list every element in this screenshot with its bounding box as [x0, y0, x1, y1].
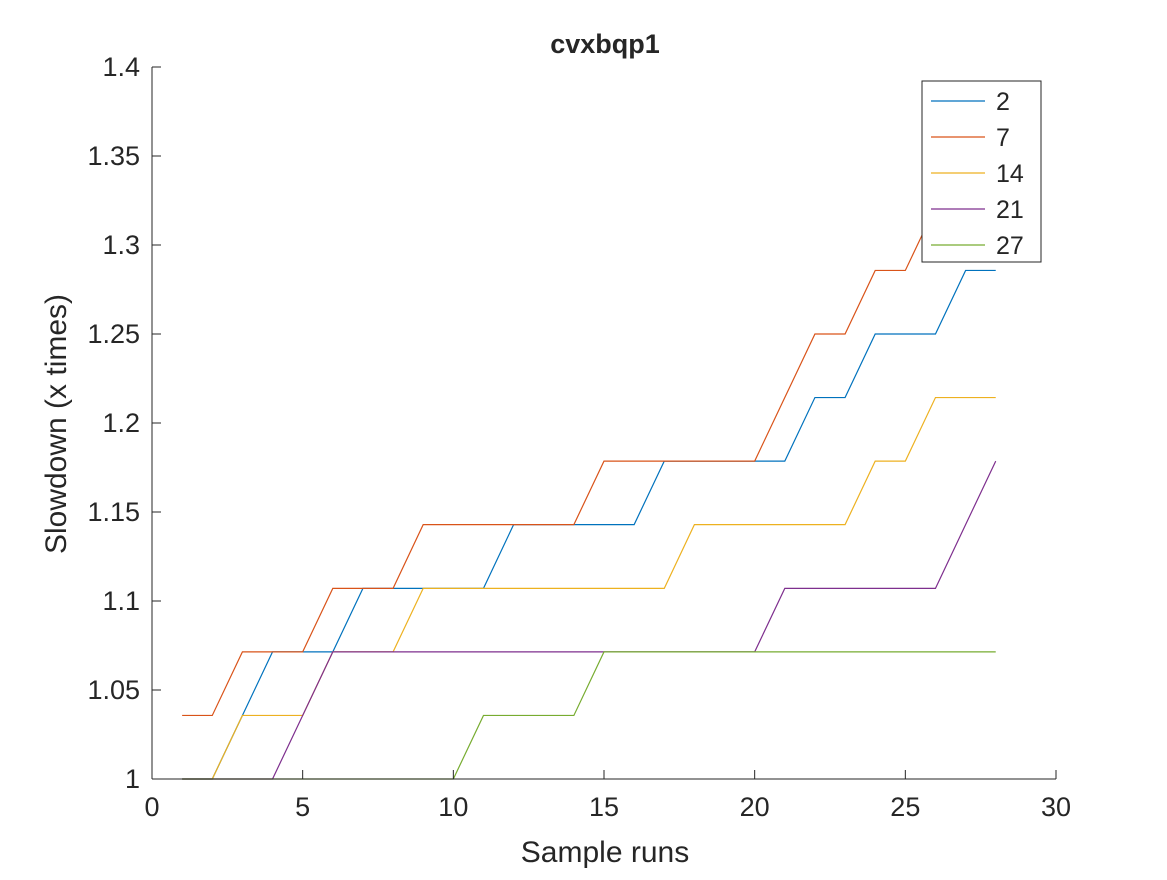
- y-tick-label: 1.1: [102, 586, 140, 616]
- legend-label-27: 27: [996, 232, 1024, 260]
- series-line-21: [182, 460, 997, 780]
- legend-label-14: 14: [996, 160, 1024, 188]
- y-tick-label: 1.3: [102, 230, 140, 260]
- series-line-2: [182, 269, 996, 780]
- y-tick-label: 1.05: [87, 675, 140, 705]
- x-axis-ticks: 0 5 10 15 20 25 30: [144, 770, 1071, 822]
- y-tick-label: 1.4: [102, 52, 140, 82]
- y-axis-ticks: 1 1.05 1.1 1.15 1.2 1.25 1.3 1.35 1.4: [87, 52, 161, 794]
- legend-label-21: 21: [996, 196, 1024, 224]
- x-tick-label: 10: [438, 792, 468, 822]
- y-tick-label: 1.2: [102, 408, 140, 438]
- y-tick-label: 1.35: [87, 141, 140, 171]
- series-line-7: [182, 142, 996, 717]
- x-axis-label: Sample runs: [521, 836, 689, 869]
- x-tick-label: 30: [1041, 792, 1071, 822]
- chart-title: cvxbqp1: [550, 29, 660, 59]
- x-tick-label: 25: [890, 792, 920, 822]
- x-tick-label: 15: [589, 792, 619, 822]
- x-tick-label: 0: [144, 792, 159, 822]
- y-axis-label: Slowdown (x times): [40, 294, 73, 554]
- x-tick-label: 5: [295, 792, 310, 822]
- x-tick-label: 20: [740, 792, 770, 822]
- y-tick-label: 1.25: [87, 319, 140, 349]
- plot-series-group: [182, 142, 997, 780]
- y-tick-label: 1.15: [87, 497, 140, 527]
- legend-box: [921, 80, 1042, 263]
- legend-label-2: 2: [996, 88, 1010, 116]
- legend-label-7: 7: [996, 124, 1010, 152]
- y-tick-label: 1: [125, 764, 140, 794]
